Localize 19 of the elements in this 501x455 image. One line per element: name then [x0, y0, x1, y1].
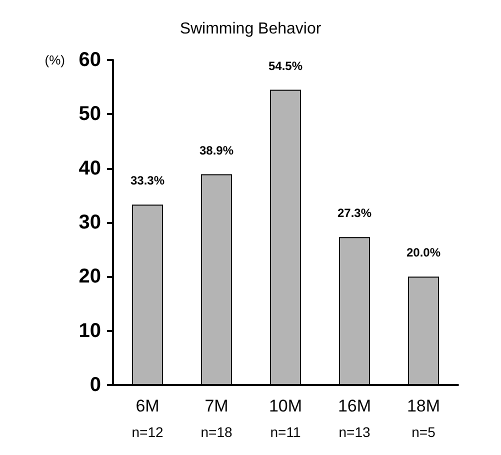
y-tick-label: 50: [78, 103, 101, 126]
data-label: 38.9%: [199, 143, 234, 158]
y-tick-label: 60: [78, 49, 101, 71]
y-tick-label: 30: [78, 212, 101, 234]
x-tick-label: 7M n=18: [200, 396, 232, 440]
data-label: 20.0%: [406, 246, 441, 260]
y-tick-label: 40: [78, 157, 101, 180]
data-label: 33.3%: [130, 174, 165, 188]
x-tick-label: 10M n=11: [268, 396, 302, 440]
y-tick-label: 20: [78, 266, 101, 288]
x-tick-label: 6M n=12: [132, 396, 164, 440]
y-axis-title: (%): [44, 52, 65, 68]
y-tick-label: 10: [78, 320, 101, 342]
data-label: 27.3%: [337, 206, 372, 220]
chart-title: Swimming Behavior: [180, 20, 322, 38]
data-label: 54.5%: [268, 58, 303, 73]
x-tick-label: 16M n=13: [338, 396, 372, 440]
y-tick-label: 0: [90, 374, 101, 396]
x-tick-label: 18M n=5: [406, 396, 440, 440]
